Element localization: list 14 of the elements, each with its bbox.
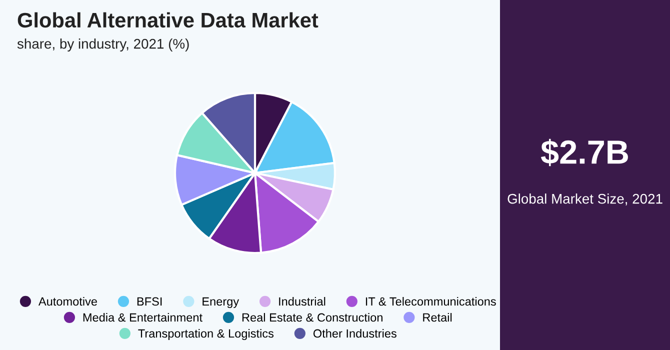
legend-label: Energy — [202, 297, 240, 308]
legend-label: Media & Entertainment — [83, 312, 202, 322]
legend-label: Transportation & Logistics — [138, 328, 274, 340]
text: Global Market Size, 2021 — [508, 194, 662, 206]
chart-subtitle: share, by industry, 2021 (%) — [17, 38, 189, 52]
text: $2.7B — [540, 138, 628, 166]
legend-label: BFSI — [137, 297, 162, 306]
legend-label: Real Estate & Construction — [242, 312, 382, 322]
chart-title: Global Alternative Data Market — [18, 12, 318, 28]
legend-label: Industrial — [279, 296, 326, 306]
legend-label: Automotive — [38, 296, 97, 306]
legend-label: Retail — [423, 312, 452, 322]
legend-label: Other Industries — [313, 328, 396, 338]
legend-label: IT & Telecommunications — [366, 296, 496, 306]
